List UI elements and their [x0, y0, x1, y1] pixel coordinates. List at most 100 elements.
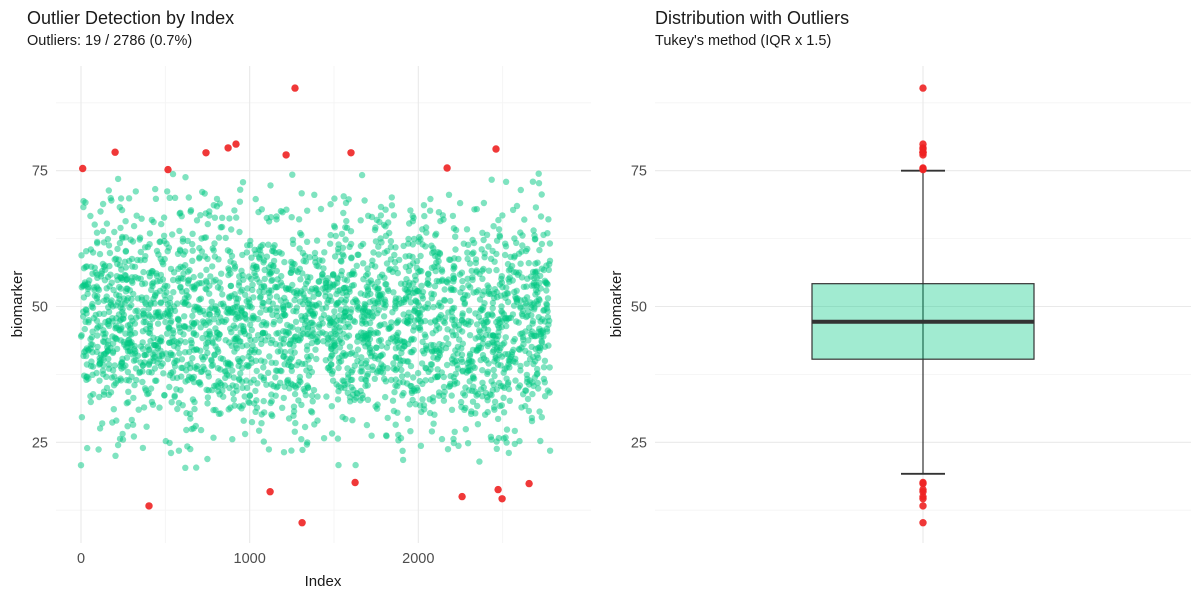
inlier-point: [160, 261, 167, 268]
inlier-point: [357, 290, 364, 297]
inlier-point: [153, 289, 160, 297]
inlier-point: [202, 210, 209, 217]
inlier-point: [156, 353, 163, 360]
inlier-point: [189, 312, 196, 320]
inlier-point: [116, 239, 124, 247]
inlier-point: [489, 299, 497, 307]
inlier-point: [273, 293, 280, 300]
inlier-point: [184, 268, 192, 275]
inlier-point: [188, 339, 195, 347]
inlier-point: [428, 295, 435, 302]
inlier-point: [512, 377, 519, 384]
inlier-point: [229, 390, 237, 397]
inlier-point: [438, 369, 445, 376]
inlier-point: [473, 346, 480, 353]
inlier-point: [259, 303, 266, 310]
inlier-point: [152, 185, 159, 193]
inlier-point: [239, 286, 246, 294]
inlier-point: [300, 291, 307, 298]
inlier-point: [116, 292, 123, 299]
inlier-point: [362, 377, 370, 384]
inlier-point: [383, 344, 391, 351]
inlier-point: [206, 306, 213, 313]
inlier-point: [289, 171, 296, 178]
left-plot-subtitle: Outliers: 19 / 2786 (0.7%): [27, 33, 193, 49]
inlier-point: [87, 362, 95, 370]
inlier-point: [243, 377, 250, 384]
inlier-point: [504, 260, 512, 268]
inlier-point: [447, 285, 455, 292]
inlier-point: [176, 350, 183, 357]
inlier-point: [315, 278, 322, 285]
inlier-point: [420, 202, 428, 209]
inlier-point: [278, 250, 285, 257]
inlier-point: [214, 284, 222, 291]
inlier-point: [331, 195, 338, 202]
inlier-point: [178, 288, 186, 295]
inlier-point: [156, 238, 163, 246]
inlier-point: [278, 335, 285, 342]
inlier-point: [119, 305, 126, 313]
inlier-point: [126, 304, 133, 311]
inlier-point: [109, 348, 117, 355]
inlier-point: [400, 311, 407, 318]
inlier-point: [316, 321, 323, 328]
inlier-point: [289, 281, 296, 289]
inlier-point: [111, 256, 118, 263]
inlier-point: [399, 447, 406, 454]
inlier-point: [375, 243, 382, 250]
inlier-point: [509, 277, 516, 284]
box-y-axis-title: biomarker: [608, 271, 625, 338]
inlier-point: [185, 325, 193, 332]
inlier-point: [97, 208, 104, 215]
inlier-point: [166, 383, 173, 391]
inlier-point: [311, 249, 319, 257]
inlier-point: [529, 328, 536, 335]
inlier-point: [109, 333, 116, 340]
inlier-point: [347, 309, 354, 316]
inlier-point: [178, 356, 186, 363]
inlier-point: [354, 251, 361, 258]
inlier-point: [387, 243, 395, 251]
inlier-point: [226, 215, 233, 222]
inlier-point: [143, 423, 150, 430]
inlier-point: [382, 223, 389, 230]
inlier-point: [385, 287, 392, 295]
inlier-point: [440, 383, 448, 391]
inlier-point: [106, 262, 113, 270]
inlier-point: [129, 279, 136, 286]
inlier-point: [462, 426, 469, 433]
inlier-point: [499, 383, 507, 390]
inlier-point: [93, 229, 101, 236]
inlier-point: [364, 382, 371, 389]
inlier-point: [269, 276, 276, 284]
inlier-point: [518, 248, 525, 255]
inlier-point: [348, 271, 355, 278]
inlier-point: [464, 440, 472, 447]
inlier-point: [237, 186, 244, 193]
inlier-point: [89, 249, 97, 256]
inlier-point: [236, 198, 244, 205]
inlier-point: [452, 347, 459, 354]
inlier-point: [329, 368, 336, 375]
inlier-point: [265, 289, 272, 297]
inlier-point: [93, 325, 101, 332]
inlier-point: [309, 332, 316, 339]
inlier-point: [516, 437, 523, 445]
inlier-point: [205, 317, 212, 324]
inlier-point: [116, 204, 124, 211]
inlier-point: [171, 363, 179, 370]
inlier-point: [544, 387, 551, 394]
inlier-point: [506, 397, 513, 404]
inlier-point: [467, 318, 474, 325]
inlier-point: [484, 370, 491, 377]
inlier-point: [415, 302, 423, 309]
inlier-point: [524, 275, 531, 282]
inlier-point: [99, 200, 107, 208]
inlier-point: [403, 276, 410, 283]
inlier-point: [82, 318, 89, 325]
inlier-point: [237, 338, 244, 345]
inlier-point: [312, 346, 319, 353]
inlier-point: [543, 287, 550, 294]
inlier-point: [490, 290, 498, 297]
